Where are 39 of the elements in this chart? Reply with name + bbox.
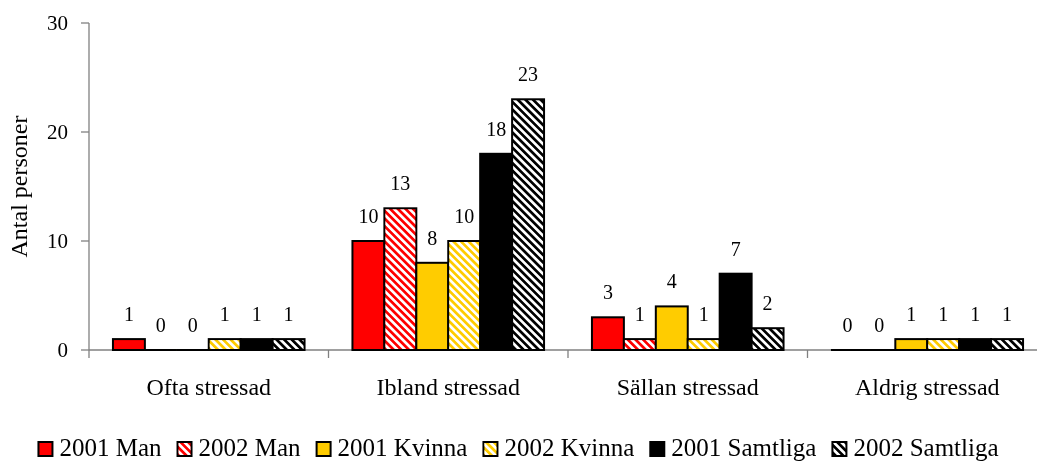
x-tick-label: Ibland stressad: [376, 374, 520, 400]
legend-label: 2001 Kvinna: [337, 434, 468, 461]
data-label: 0: [874, 314, 885, 336]
data-label: 0: [842, 314, 853, 336]
legend-label: 2001 Man: [59, 434, 163, 461]
data-label: 1: [970, 303, 981, 326]
data-label: 1: [251, 303, 262, 326]
data-label: 1: [634, 303, 645, 326]
legend-label: 2002 Samtliga: [853, 434, 999, 461]
data-label: 3: [602, 281, 613, 304]
y-axis-title: Antal personer: [6, 115, 32, 258]
data-label: 1: [938, 303, 949, 326]
x-tick-label: Aldrig stressad: [854, 374, 1000, 400]
data-label: 1: [1002, 303, 1013, 326]
data-label: 23: [518, 63, 539, 86]
data-label: 7: [730, 237, 741, 260]
data-label: 1: [906, 303, 917, 326]
y-tick-label: 0: [57, 338, 68, 363]
data-label: 1: [123, 303, 134, 326]
data-label: 0: [155, 314, 166, 336]
data-label: 13: [390, 172, 411, 195]
y-tick-label: 20: [47, 120, 68, 145]
data-label: 1: [283, 303, 294, 326]
data-label: 10: [454, 205, 475, 227]
data-label: 2: [762, 292, 773, 315]
data-label: 1: [698, 303, 709, 326]
x-tick-label: Sällan stressad: [616, 374, 759, 400]
data-label: 0: [187, 314, 198, 336]
data-label: 8: [427, 226, 438, 249]
y-tick-label: 30: [47, 11, 68, 36]
legend-label: 2001 Samtliga: [671, 434, 817, 461]
data-label: 10: [358, 205, 379, 227]
data-label: 4: [666, 270, 677, 293]
data-label: 18: [486, 117, 507, 140]
y-tick-label: 10: [47, 229, 68, 254]
legend-label: 2002 Man: [198, 434, 302, 461]
legend-label: 2002 Kvinna: [504, 434, 635, 461]
data-label: 1: [219, 303, 230, 326]
x-tick-label: Ofta stressad: [146, 374, 272, 400]
